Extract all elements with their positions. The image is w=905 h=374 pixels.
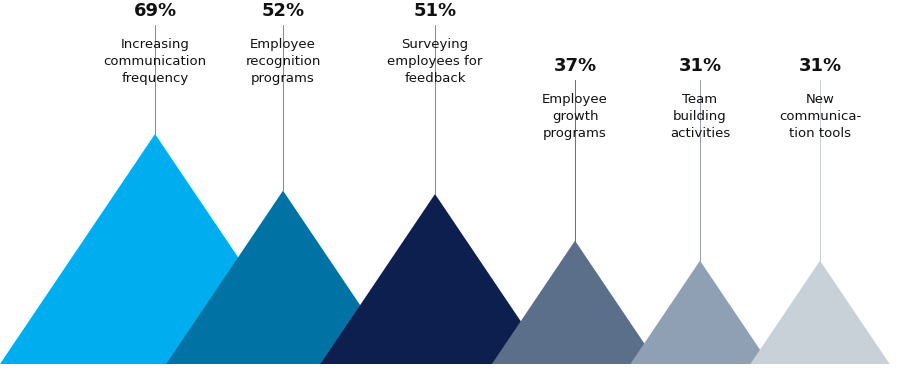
Text: Employee
recognition
programs: Employee recognition programs [245, 38, 320, 85]
Text: 69%: 69% [133, 2, 176, 20]
Text: New
communica-
tion tools: New communica- tion tools [779, 93, 862, 140]
Text: 51%: 51% [414, 2, 456, 20]
Text: Increasing
communication
frequency: Increasing communication frequency [103, 38, 206, 85]
Polygon shape [320, 194, 549, 364]
Text: 31%: 31% [679, 57, 721, 75]
Text: Surveying
employees for
feedback: Surveying employees for feedback [387, 38, 482, 85]
Text: Team
building
activities: Team building activities [670, 93, 730, 140]
Polygon shape [167, 191, 400, 364]
Polygon shape [492, 240, 658, 364]
Polygon shape [0, 134, 310, 364]
Polygon shape [750, 261, 890, 364]
Text: 31%: 31% [798, 57, 842, 75]
Text: 52%: 52% [262, 2, 305, 20]
Text: 37%: 37% [554, 57, 596, 75]
Polygon shape [631, 261, 769, 364]
Text: Employee
growth
programs: Employee growth programs [542, 93, 608, 140]
